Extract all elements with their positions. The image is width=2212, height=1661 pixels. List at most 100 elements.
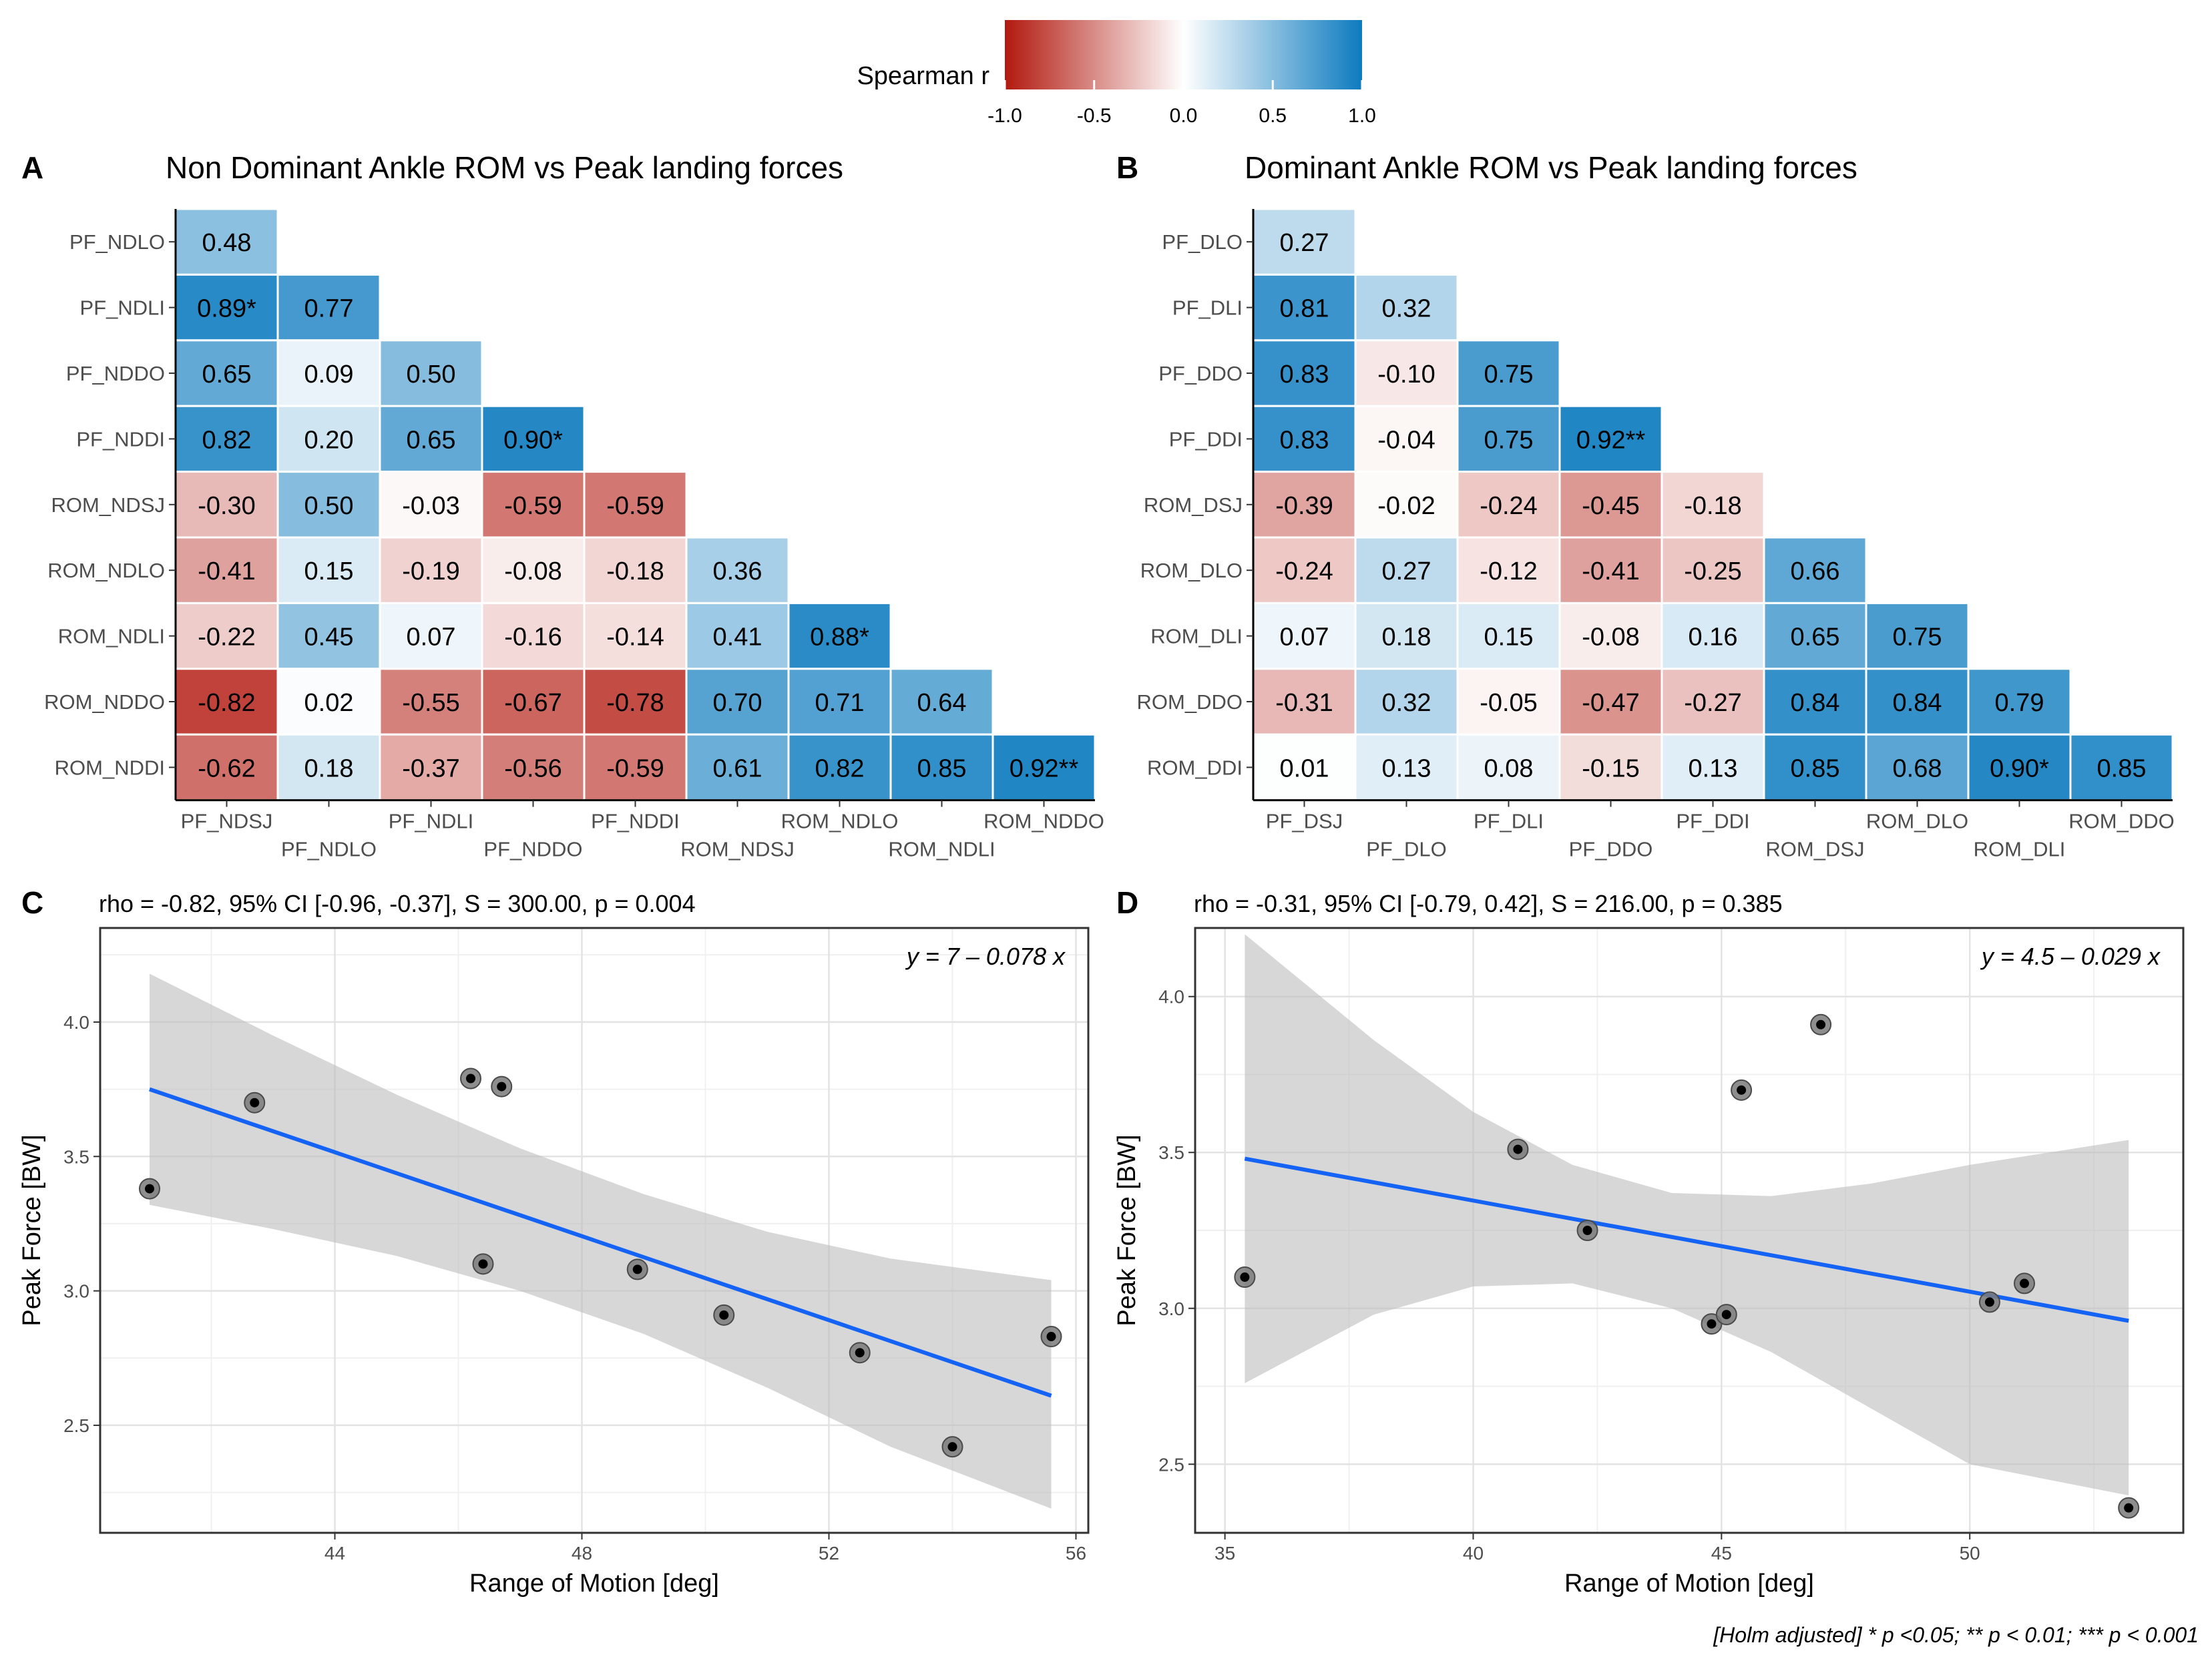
heatmap-cell-label: 0.15 <box>1484 624 1534 652</box>
heatmap-cell-label: 0.45 <box>304 624 354 652</box>
heatmap-cell-label: 0.27 <box>1280 229 1329 257</box>
heatmap-column-label: PF_DDO <box>1569 838 1653 861</box>
heatmap-cell <box>583 471 688 539</box>
heatmap-cell-label: 0.84 <box>1893 689 1942 717</box>
heatmap-cell-label: 0.01 <box>1280 754 1329 782</box>
colorbar-tick-label: 0.5 <box>1259 105 1287 127</box>
x-tick-label: 50 <box>1960 1543 1980 1564</box>
heatmap-cell-label: -0.18 <box>606 557 664 585</box>
colorbar-tick-label: 0.0 <box>1170 105 1198 127</box>
heatmap-row-label: PF_NDLI <box>80 296 165 320</box>
data-point <box>1582 1226 1592 1235</box>
heatmap-cell-label: 0.61 <box>713 754 762 782</box>
heatmap-row-label: PF_DDO <box>1158 362 1243 385</box>
heatmap-column-label: PF_DDI <box>1676 810 1749 833</box>
heatmap-cell-label: -0.24 <box>1275 557 1333 585</box>
heatmap-cell <box>583 668 688 736</box>
heatmap-cell-label: 0.75 <box>1484 361 1534 389</box>
heatmap-cell <box>1661 471 1765 539</box>
heatmap-row-label: PF_NDDI <box>76 427 165 451</box>
heatmap-cell <box>1354 405 1459 473</box>
data-point <box>1513 1144 1523 1154</box>
heatmap-cell-label: -0.08 <box>1582 624 1640 652</box>
heatmap-cell <box>787 602 892 670</box>
heatmap-column-label: PF_NDSJ <box>181 810 273 833</box>
heatmap-cell <box>1865 668 1970 736</box>
heatmap-cell <box>685 668 790 736</box>
heatmap-cell-label: 0.13 <box>1382 754 1431 782</box>
y-tick-label: 3.5 <box>63 1146 89 1167</box>
heatmap-cell-label: 0.82 <box>202 426 252 454</box>
heatmap-cell <box>174 273 279 342</box>
data-point <box>250 1098 260 1108</box>
heatmap-cell-label: 0.92** <box>1576 426 1646 454</box>
heatmap-row-label: PF_DDI <box>1169 427 1243 451</box>
heatmap-column-label: PF_NDDO <box>483 838 582 861</box>
heatmap-cell-label: -0.02 <box>1377 492 1435 520</box>
data-point <box>497 1082 507 1092</box>
heatmap-column-label: PF_NDDI <box>591 810 680 833</box>
heatmap-cell-label: 0.32 <box>1382 689 1431 717</box>
heatmap-cell <box>276 273 381 342</box>
x-tick-label: 56 <box>1066 1543 1086 1564</box>
heatmap-cell-label: -0.39 <box>1275 492 1333 520</box>
y-tick-label: 2.5 <box>1158 1454 1184 1475</box>
colorbar-label: Spearman r <box>857 62 989 90</box>
regression-equation: y = 7 – 0.078 x <box>905 943 1066 970</box>
y-tick-label: 3.5 <box>1158 1142 1184 1163</box>
heatmap-cell-label: 0.84 <box>1791 689 1840 717</box>
data-point <box>1046 1332 1056 1342</box>
heatmap-cell <box>276 405 381 473</box>
heatmap-cell-label: -0.59 <box>606 754 664 782</box>
heatmap-cell <box>1661 733 1765 802</box>
confidence-band <box>1245 934 2129 1495</box>
heatmap-cell <box>1967 733 2072 802</box>
footnote: [Holm adjusted] * p <0.05; ** p < 0.01; … <box>1713 1623 2199 1647</box>
heatmap-cell-label: 0.82 <box>815 754 865 782</box>
heatmap-cell <box>1558 405 1663 473</box>
heatmap-b: 0.27 0.81 0.32 0.83 -0.10 0.75 0.83 -0.04 0.75 0.… <box>1137 208 2175 861</box>
heatmap-cell-label: -0.67 <box>504 689 562 717</box>
heatmap-cell <box>1558 536 1663 604</box>
heatmap-row-label: ROM_NDLO <box>47 559 165 582</box>
heatmap-cell <box>481 471 586 539</box>
data-point <box>1707 1319 1717 1329</box>
heatmap-cell <box>1456 405 1561 473</box>
heatmap-row-label: PF_NDLO <box>69 230 165 254</box>
heatmap-cell <box>1456 733 1561 802</box>
heatmap-cell-label: 0.36 <box>713 557 762 585</box>
heatmap-cell-label: 0.71 <box>815 689 865 717</box>
heatmap-cell-label: -0.31 <box>1275 689 1333 717</box>
heatmap-cell-label: 0.81 <box>1280 295 1329 323</box>
y-tick-label: 4.0 <box>1158 987 1184 1007</box>
heatmap-cell-label: 0.18 <box>304 754 354 782</box>
y-axis-title: Peak Force [BW] <box>1113 1134 1141 1326</box>
heatmap-cell <box>889 733 994 802</box>
heatmap-cell-label: 0.64 <box>917 689 967 717</box>
heatmap-cell-label: 0.90* <box>503 426 563 454</box>
panel-letter-b: B <box>1116 150 1138 185</box>
data-point <box>1737 1085 1747 1095</box>
heatmap-cell-label: 0.83 <box>1280 361 1329 389</box>
heatmap-cell-label: 0.09 <box>304 361 354 389</box>
heatmap-cell-label: 0.85 <box>2097 754 2147 782</box>
heatmap-cell-label: -0.78 <box>606 689 664 717</box>
heatmap-cell-label: -0.56 <box>504 754 562 782</box>
heatmap-a: 0.48 0.89* 0.77 0.65 0.09 0.50 0.82 0.20 0.65 0.9… <box>44 208 1104 861</box>
y-tick-label: 4.0 <box>63 1012 89 1033</box>
heatmap-cell-label: 0.16 <box>1689 624 1738 652</box>
colorbar-legend: Spearman r -1.0 -0.5 0.0 0.5 1.0 <box>857 20 1376 127</box>
heatmap-cell-label: -0.08 <box>504 557 562 585</box>
heatmap-cell-label: -0.55 <box>402 689 460 717</box>
heatmap-column-label: PF_NDLO <box>281 838 377 861</box>
panel-letter-d: D <box>1116 885 1138 920</box>
heatmap-cell-label: 0.50 <box>407 361 456 389</box>
heatmap-cell-label: 0.83 <box>1280 426 1329 454</box>
panel-a-title: Non Dominant Ankle ROM vs Peak landing f… <box>166 150 843 185</box>
heatmap-cell <box>1252 208 1357 276</box>
heatmap-cell-label: 0.07 <box>1280 624 1329 652</box>
heatmap-cell <box>379 536 483 604</box>
heatmap-row-label: ROM_DSJ <box>1144 493 1243 517</box>
heatmap-column-label: PF_DLI <box>1474 810 1544 833</box>
colorbar-gradient <box>1005 20 1362 89</box>
